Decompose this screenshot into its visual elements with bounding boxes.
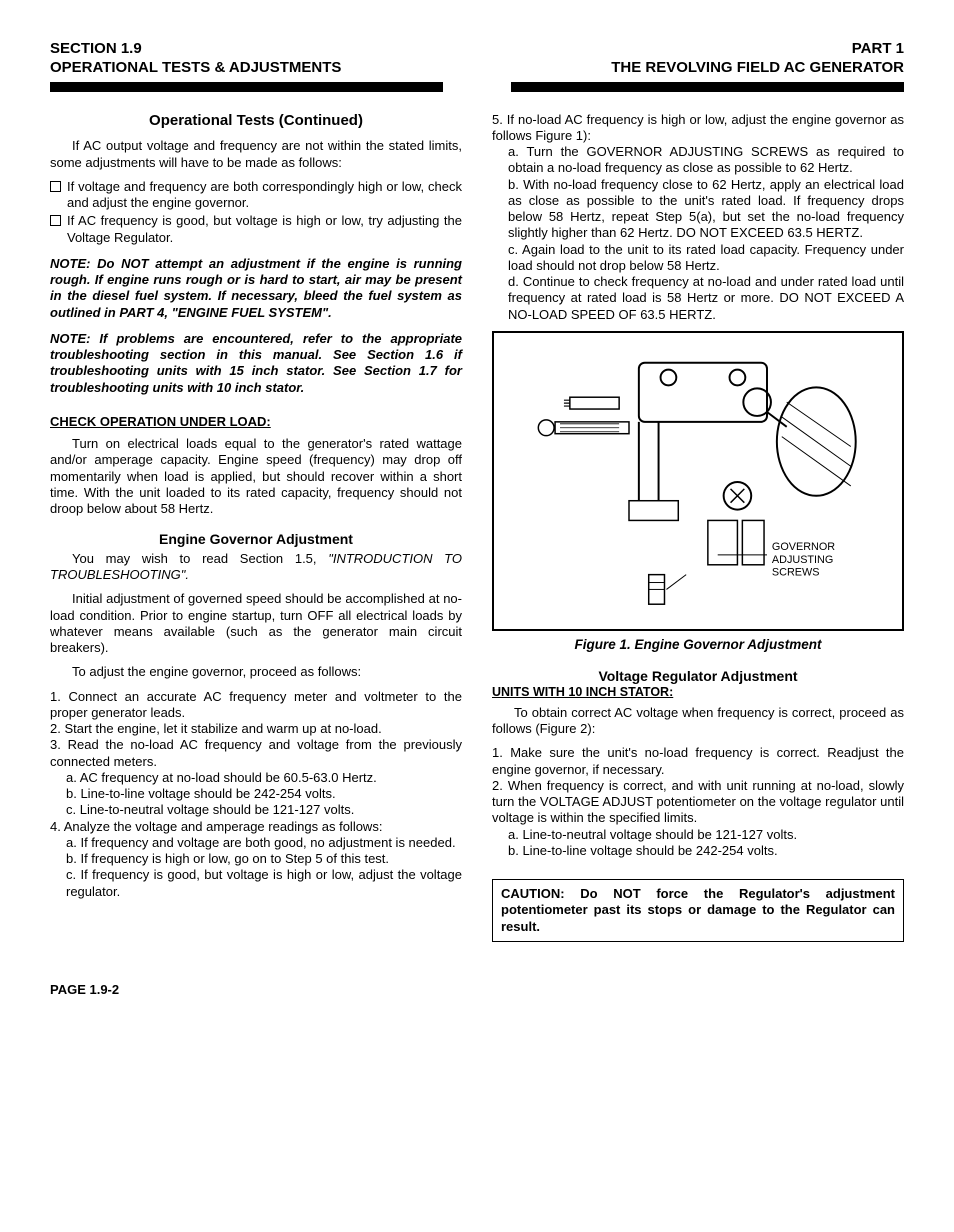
check-operation-heading: CHECK OPERATION UNDER LOAD:	[50, 414, 462, 430]
v-step-2: 2. When frequency is correct, and with u…	[492, 778, 904, 827]
figure-1-box: GOVERNOR ADJUSTING SCREWS	[492, 331, 904, 631]
intro-paragraph: If AC output voltage and frequency are n…	[50, 138, 462, 171]
v-step-1: 1. Make sure the unit's no-load frequenc…	[492, 745, 904, 778]
header-left: SECTION 1.9 OPERATIONAL TESTS & ADJUSTME…	[50, 40, 341, 78]
section-number: SECTION 1.9	[50, 40, 341, 59]
bar-left	[50, 82, 443, 92]
checkbox-item-2: If AC frequency is good, but voltage is …	[50, 213, 462, 246]
divider-bars	[50, 82, 904, 92]
step-3a: a. AC frequency at no-load should be 60.…	[50, 770, 462, 786]
checkbox-text-1: If voltage and frequency are both corres…	[67, 179, 462, 212]
note-1: NOTE: Do NOT attempt an adjustment if th…	[50, 256, 462, 321]
check-operation-text: Turn on electrical loads equal to the ge…	[50, 436, 462, 517]
figure-1-caption: Figure 1. Engine Governor Adjustment	[492, 637, 904, 654]
governor-p2: Initial adjustment of governed speed sho…	[50, 591, 462, 656]
governor-diagram: GOVERNOR ADJUSTING SCREWS	[504, 343, 892, 619]
checkbox-text-2: If AC frequency is good, but voltage is …	[67, 213, 462, 246]
governor-p1a: You may wish to read Section 1.5,	[72, 551, 328, 566]
bar-right	[511, 82, 904, 92]
column-right: 5. If no-load AC frequency is high or lo…	[492, 112, 904, 942]
step-4: 4. Analyze the voltage and amperage read…	[50, 819, 462, 835]
v-step-2a: a. Line-to-neutral voltage should be 121…	[492, 827, 904, 843]
part-number: PART 1	[611, 40, 904, 59]
step-5c: c. Again load to the unit to its rated l…	[492, 242, 904, 275]
governor-heading: Engine Governor Adjustment	[50, 531, 462, 549]
checkbox-icon	[50, 181, 61, 192]
part-title: THE REVOLVING FIELD AC GENERATOR	[611, 59, 904, 78]
note-2: NOTE: If problems are encountered, refer…	[50, 331, 462, 396]
caution-box: CAUTION: Do NOT force the Regulator's ad…	[492, 879, 904, 942]
voltage-heading: Voltage Regulator Adjustment	[492, 668, 904, 686]
step-5a: a. Turn the GOVERNOR ADJUSTING SCREWS as…	[492, 144, 904, 177]
step-4b: b. If frequency is high or low, go on to…	[50, 851, 462, 867]
step-3: 3. Read the no-load AC frequency and vol…	[50, 737, 462, 770]
fig-label-screws: SCREWS	[772, 566, 820, 578]
fig-label-adjusting: ADJUSTING	[772, 554, 833, 566]
governor-p1: You may wish to read Section 1.5, "INTRO…	[50, 551, 462, 584]
v-step-2b: b. Line-to-line voltage should be 242-25…	[492, 843, 904, 859]
voltage-p1: To obtain correct AC voltage when freque…	[492, 705, 904, 738]
page-number: PAGE 1.9-2	[50, 982, 904, 998]
section-title: OPERATIONAL TESTS & ADJUSTMENTS	[50, 59, 341, 78]
op-tests-title: Operational Tests (Continued)	[50, 112, 462, 131]
header-right: PART 1 THE REVOLVING FIELD AC GENERATOR	[611, 40, 904, 78]
units-subheading: UNITS WITH 10 INCH STATOR:	[492, 685, 904, 701]
step-3c: c. Line-to-neutral voltage should be 121…	[50, 802, 462, 818]
page-header: SECTION 1.9 OPERATIONAL TESTS & ADJUSTME…	[50, 40, 904, 78]
step-5d: d. Continue to check frequency at no-loa…	[492, 274, 904, 323]
step-5b: b. With no-load frequency close to 62 He…	[492, 177, 904, 242]
step-5: 5. If no-load AC frequency is high or lo…	[492, 112, 904, 145]
checkbox-item-1: If voltage and frequency are both corres…	[50, 179, 462, 212]
column-left: Operational Tests (Continued) If AC outp…	[50, 112, 462, 942]
step-1: 1. Connect an accurate AC frequency mete…	[50, 689, 462, 722]
step-4c: c. If frequency is good, but voltage is …	[50, 867, 462, 900]
step-4a: a. If frequency and voltage are both goo…	[50, 835, 462, 851]
content-columns: Operational Tests (Continued) If AC outp…	[50, 112, 904, 942]
governor-p3: To adjust the engine governor, proceed a…	[50, 664, 462, 680]
step-3b: b. Line-to-line voltage should be 242-25…	[50, 786, 462, 802]
step-2: 2. Start the engine, let it stabilize an…	[50, 721, 462, 737]
checkbox-icon	[50, 215, 61, 226]
fig-label-governor: GOVERNOR	[772, 541, 835, 553]
